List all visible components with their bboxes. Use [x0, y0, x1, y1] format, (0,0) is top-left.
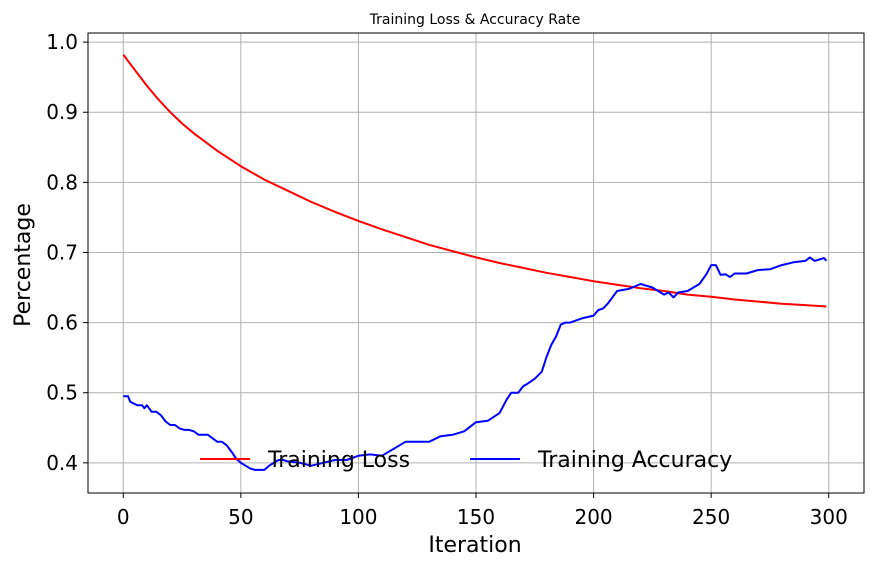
x-tick-label: 200 [574, 505, 612, 529]
chart-title: Training Loss & Accuracy Rate [369, 12, 581, 28]
series-line-training-accuracy [123, 256, 828, 471]
x-axis-title: Iteration [428, 533, 521, 558]
x-tick-label: 0 [117, 505, 130, 529]
series-layer [122, 54, 828, 471]
y-tick-label: 0.6 [46, 311, 78, 335]
x-tick-label: 300 [810, 505, 848, 529]
x-tick-label: 250 [692, 505, 730, 529]
y-tick-label: 0.5 [46, 381, 78, 405]
series-line-training-loss [122, 54, 827, 308]
y-tick-label: 0.4 [46, 451, 78, 475]
y-axis-title: Percentage [11, 203, 36, 327]
grid-lines [88, 33, 864, 493]
legend: Training Loss Training Accuracy [200, 448, 732, 473]
y-tick-label: 0.9 [46, 100, 78, 124]
legend-label-loss: Training Loss [267, 448, 410, 473]
x-tick-label: 150 [457, 505, 495, 529]
y-tick-label: 0.7 [46, 240, 78, 264]
y-tick-label: 1.0 [46, 30, 78, 54]
x-tick-label: 100 [339, 505, 377, 529]
y-tick-label: 0.8 [46, 170, 78, 194]
tick-layer: 0 50 100 150 200 250 300 0.4 0.5 0.6 0.7 0.8 0.9 1.0 [46, 30, 848, 529]
legend-label-accuracy: Training Accuracy [537, 448, 732, 473]
x-tick-label: 50 [228, 505, 253, 529]
